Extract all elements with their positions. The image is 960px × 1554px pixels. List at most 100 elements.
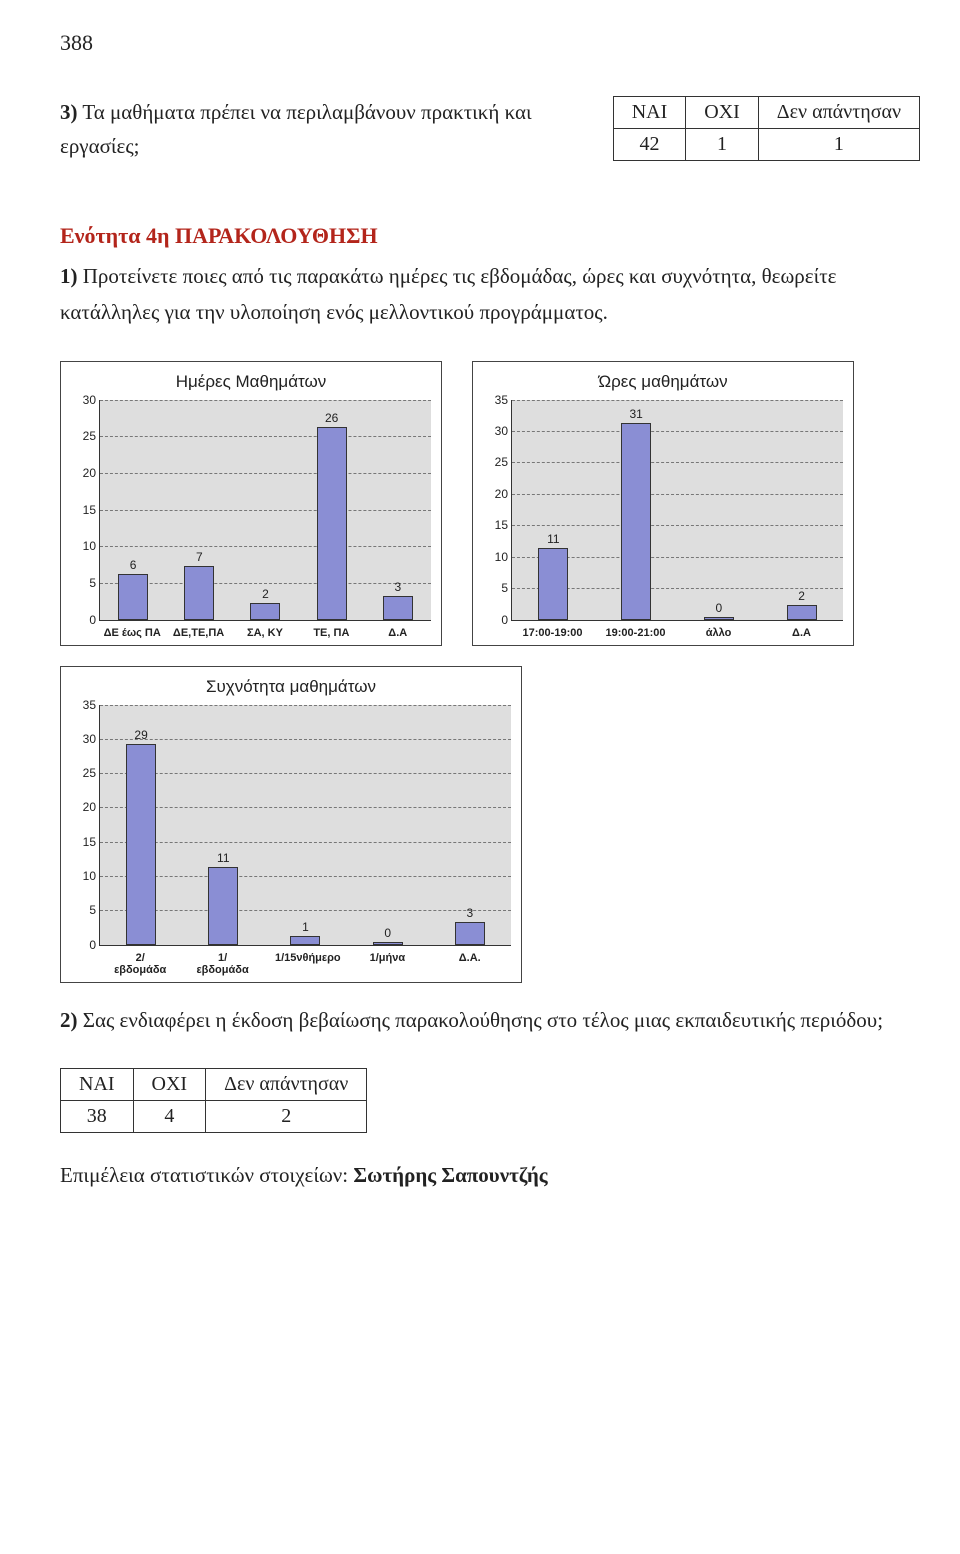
- question-3-body: Τα μαθήματα πρέπει να περιλαμβάνουν πρακ…: [60, 100, 532, 158]
- bar: 26: [312, 411, 352, 620]
- bar: 6: [113, 558, 153, 620]
- bar-rect: [538, 548, 568, 619]
- bar-value-label: 2: [798, 589, 805, 603]
- q3-th-yes: ΝΑΙ: [613, 97, 686, 129]
- bar-rect: [250, 603, 280, 620]
- bar: 1: [285, 920, 325, 945]
- y-tick-label: 25: [83, 429, 100, 443]
- x-tick-label: 2/εβδομάδα: [110, 952, 170, 976]
- x-tick-label: ΣΑ, ΚΥ: [235, 627, 295, 639]
- chart-title: Ημέρες Μαθημάτων: [71, 372, 431, 392]
- bar-value-label: 0: [384, 926, 391, 940]
- bar-rect: [208, 867, 238, 944]
- q2-td-yes: 38: [61, 1101, 134, 1133]
- y-tick-label: 25: [495, 455, 512, 469]
- bar-value-label: 7: [196, 550, 203, 564]
- x-tick-label: 17:00-19:00: [523, 627, 583, 639]
- y-tick-label: 35: [495, 393, 512, 407]
- y-tick-label: 0: [501, 613, 512, 627]
- y-tick-label: 35: [83, 698, 100, 712]
- bar-rect: [184, 566, 214, 619]
- y-tick-label: 25: [83, 766, 100, 780]
- credit-name: Σωτήρης Σαπουντζής: [353, 1163, 547, 1187]
- x-tick-label: ΔΕ,ΤΕ,ΠΑ: [169, 627, 229, 639]
- bar-value-label: 1: [302, 920, 309, 934]
- y-tick-label: 30: [83, 393, 100, 407]
- charts-row-2: Συχνότητα μαθημάτων051015202530352911103…: [60, 666, 920, 983]
- bar-value-label: 11: [547, 532, 559, 546]
- question-2-text: 2) Σας ενδιαφέρει η έκδοση βεβαίωσης παρ…: [60, 1003, 920, 1039]
- chart-title: Ώρες μαθημάτων: [483, 372, 843, 392]
- section-4-q1-text: Προτείνετε ποιες από τις παρακάτω ημέρες…: [60, 264, 837, 324]
- bar: 0: [368, 926, 408, 945]
- chart-frequency: Συχνότητα μαθημάτων051015202530352911103…: [60, 666, 522, 983]
- bar-value-label: 3: [395, 580, 402, 594]
- bar: 31: [616, 407, 656, 620]
- chart-hours: Ώρες μαθημάτων 0 5 10 15 20 25 30 35 11 31 0 2 17:00-…: [472, 361, 854, 646]
- bar-value-label: 26: [325, 411, 338, 425]
- y-tick-label: 20: [495, 487, 512, 501]
- bar-rect: [118, 574, 148, 620]
- q2-td-no: 4: [133, 1101, 206, 1133]
- charts-row-1: Ημέρες Μαθημάτων 0 5 10 15 20 25 30 6 7 2 26 3 ΔΕ έως…: [60, 361, 920, 646]
- q2-th-no: ΟΧΙ: [133, 1069, 206, 1101]
- x-tick-label: Δ.Α.: [440, 952, 500, 976]
- bar: 7: [179, 550, 219, 619]
- x-tick-label: 1/εβδομάδα: [193, 952, 253, 976]
- bar-rect: [373, 942, 403, 945]
- x-tick-label: 1/15νθήμερο: [275, 952, 335, 976]
- y-tick-label: 15: [83, 835, 100, 849]
- section-4-heading: Ενότητα 4η ΠΑΡΑΚΟΛΟΥΘΗΣΗ: [60, 223, 920, 249]
- question-2-prefix: 2): [60, 1008, 78, 1032]
- q3-th-no: ΟΧΙ: [686, 97, 759, 129]
- y-tick-label: 10: [83, 869, 100, 883]
- y-tick-label: 30: [495, 424, 512, 438]
- bar: 3: [378, 580, 418, 620]
- bar-rect: [787, 605, 817, 620]
- q2-th-yes: ΝΑΙ: [61, 1069, 134, 1101]
- y-tick-label: 15: [83, 503, 100, 517]
- q3-td-yes: 42: [613, 129, 686, 161]
- y-tick-label: 15: [495, 518, 512, 532]
- y-tick-label: 10: [83, 539, 100, 553]
- bar-rect: [621, 423, 651, 620]
- bar-rect: [704, 617, 734, 620]
- question-3-text: 3) Τα μαθήματα πρέπει να περιλαμβάνουν π…: [60, 96, 589, 163]
- credit-label: Επιμέλεια στατιστικών στοιχείων:: [60, 1163, 348, 1187]
- bar: 3: [450, 906, 490, 945]
- y-tick-label: 0: [89, 938, 100, 952]
- x-tick-label: άλλο: [689, 627, 749, 639]
- x-tick-label: 19:00-21:00: [606, 627, 666, 639]
- y-tick-label: 10: [495, 550, 512, 564]
- bar-rect: [126, 744, 156, 945]
- y-tick-label: 5: [501, 581, 512, 595]
- bar: 11: [203, 851, 243, 944]
- section-4-q1: 1) Προτείνετε ποιες από τις παρακάτω ημέ…: [60, 259, 920, 330]
- bar: 11: [533, 532, 573, 619]
- y-tick-label: 0: [89, 613, 100, 627]
- bar-value-label: 29: [134, 728, 147, 742]
- y-tick-label: 30: [83, 732, 100, 746]
- q2-th-na: Δεν απάντησαν: [206, 1069, 367, 1101]
- bar: 0: [699, 601, 739, 620]
- question-3-row: 3) Τα μαθήματα πρέπει να περιλαμβάνουν π…: [60, 96, 920, 163]
- question-2-body: Σας ενδιαφέρει η έκδοση βεβαίωσης παρακο…: [83, 1008, 883, 1032]
- section-4-q1-prefix: 1): [60, 264, 78, 288]
- y-tick-label: 5: [89, 903, 100, 917]
- bar-value-label: 6: [130, 558, 137, 572]
- bar-value-label: 0: [716, 601, 723, 615]
- q3-th-na: Δεν απάντησαν: [758, 97, 919, 129]
- question-3-prefix: 3): [60, 100, 78, 124]
- x-tick-label: ΔΕ έως ΠΑ: [102, 627, 162, 639]
- x-tick-label: 1/μήνα: [357, 952, 417, 976]
- bar: 29: [121, 728, 161, 945]
- chart-days: Ημέρες Μαθημάτων051015202530672263ΔΕ έως…: [60, 361, 442, 646]
- q2-td-na: 2: [206, 1101, 367, 1133]
- x-tick-label: Δ.Α: [772, 627, 832, 639]
- chart-title: Συχνότητα μαθημάτων: [71, 677, 511, 697]
- bar-rect: [455, 922, 485, 945]
- bar-value-label: 31: [629, 407, 642, 421]
- y-tick-label: 20: [83, 800, 100, 814]
- bar-rect: [317, 427, 347, 620]
- y-tick-label: 5: [89, 576, 100, 590]
